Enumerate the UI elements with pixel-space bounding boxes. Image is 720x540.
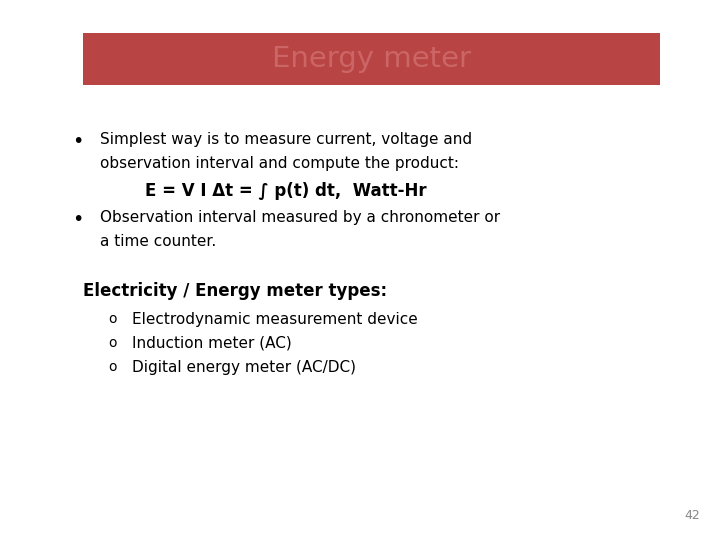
- Text: Simplest way is to measure current, voltage and: Simplest way is to measure current, volt…: [100, 132, 472, 147]
- Text: E = V I Δt = ∫ p(t) dt,  Watt-Hr: E = V I Δt = ∫ p(t) dt, Watt-Hr: [145, 182, 427, 200]
- Text: Observation interval measured by a chronometer or: Observation interval measured by a chron…: [100, 210, 500, 225]
- Text: o: o: [108, 360, 117, 374]
- Text: o: o: [108, 312, 117, 326]
- Text: Electricity / Energy meter types:: Electricity / Energy meter types:: [83, 282, 387, 300]
- Text: Induction meter (AC): Induction meter (AC): [132, 336, 292, 351]
- Text: •: •: [72, 210, 84, 229]
- Text: observation interval and compute the product:: observation interval and compute the pro…: [100, 156, 459, 171]
- Text: Energy meter: Energy meter: [271, 45, 470, 73]
- Text: o: o: [108, 336, 117, 350]
- FancyBboxPatch shape: [83, 33, 660, 85]
- Text: •: •: [72, 132, 84, 151]
- Text: Electrodynamic measurement device: Electrodynamic measurement device: [132, 312, 418, 327]
- Text: Digital energy meter (AC/DC): Digital energy meter (AC/DC): [132, 360, 356, 375]
- Text: a time counter.: a time counter.: [100, 234, 216, 249]
- Text: 42: 42: [684, 509, 700, 522]
